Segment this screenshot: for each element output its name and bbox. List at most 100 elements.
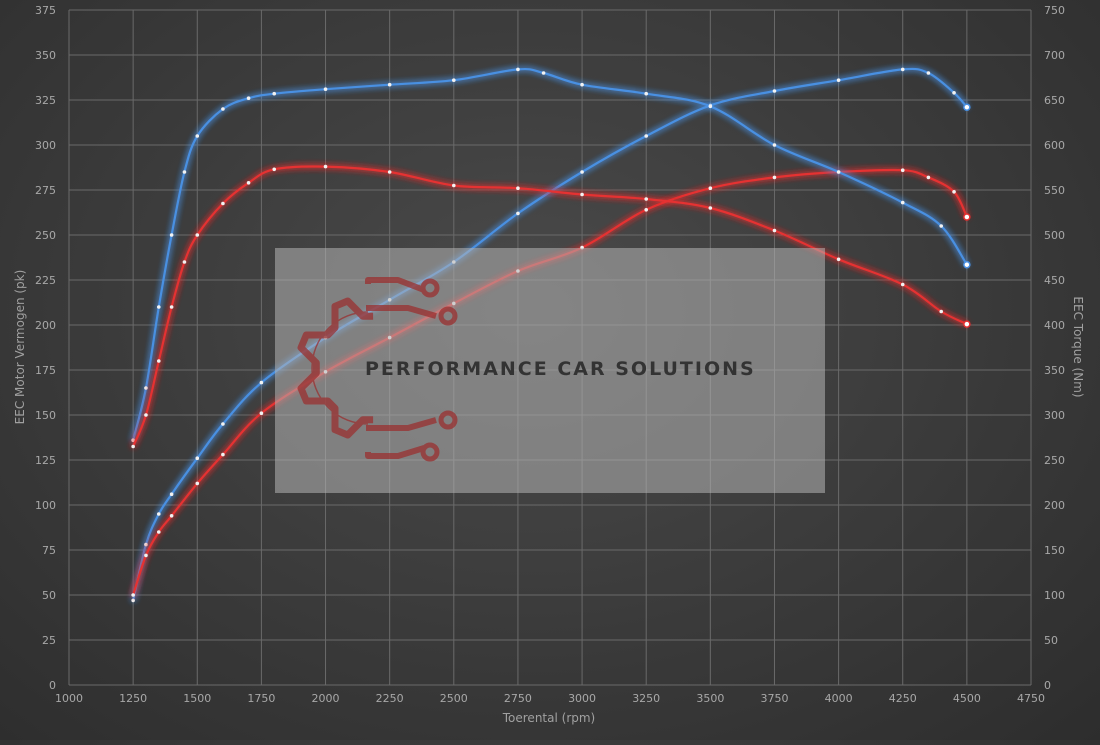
data-point	[221, 201, 225, 206]
y-right-tick-label: 400	[1044, 319, 1065, 332]
data-point	[900, 67, 905, 72]
y-left-tick-label: 175	[35, 364, 56, 377]
x-tick-label: 2000	[312, 692, 340, 705]
data-point	[900, 282, 905, 287]
y-left-tick-label: 50	[42, 589, 56, 602]
y-right-tick-label: 250	[1044, 454, 1065, 467]
y-left-tick-label: 300	[35, 139, 56, 152]
data-point	[387, 82, 392, 87]
gear-logo-icon	[297, 277, 458, 462]
data-point	[246, 96, 251, 100]
data-point	[708, 206, 713, 210]
data-point	[580, 170, 584, 174]
y-left-tick-label: 325	[35, 94, 56, 107]
end-point	[963, 260, 971, 269]
y-right-tick-label: 700	[1044, 49, 1065, 62]
data-point	[772, 228, 777, 233]
gear-outline	[297, 297, 374, 439]
y-right-tick-label: 100	[1044, 589, 1065, 602]
y-right-tick-label: 200	[1044, 499, 1065, 512]
data-point	[644, 197, 648, 201]
data-point	[708, 104, 713, 109]
data-point	[580, 82, 584, 87]
x-tick-label: 2500	[440, 692, 468, 705]
end-point	[963, 103, 971, 111]
y-left-tick-label: 275	[35, 184, 56, 197]
x-tick-label: 1750	[247, 692, 275, 705]
data-point	[272, 167, 277, 172]
data-point	[195, 134, 200, 138]
y-left-tick-label: 350	[35, 49, 56, 62]
data-point	[131, 444, 135, 449]
y-right-tick-label: 600	[1044, 139, 1065, 152]
data-point	[644, 91, 648, 96]
data-point	[952, 190, 956, 194]
data-point	[156, 359, 161, 363]
y-left-tick-label: 250	[35, 229, 56, 242]
y-left-tick-label: 200	[35, 319, 56, 332]
circuit-trace	[366, 417, 437, 431]
end-point	[963, 213, 971, 221]
data-point	[259, 380, 264, 385]
data-point	[323, 164, 328, 169]
data-point	[169, 514, 174, 518]
y-left-tick-label: 100	[35, 499, 56, 512]
data-point	[182, 170, 187, 174]
y-right-tick-label: 500	[1044, 229, 1065, 242]
data-point	[644, 134, 648, 138]
data-point	[156, 305, 161, 309]
y-axis-right-title: EEC Torque (Nm)	[1071, 296, 1085, 397]
data-point	[952, 91, 956, 95]
data-point	[772, 175, 777, 180]
data-point	[169, 492, 174, 497]
circuit-trace	[366, 305, 437, 319]
x-tick-label: 4000	[825, 692, 853, 705]
data-point	[221, 422, 225, 426]
y-left-tick-label: 0	[49, 679, 56, 692]
data-point	[452, 78, 456, 82]
data-point	[246, 181, 251, 185]
data-point	[939, 224, 944, 228]
series-group	[131, 67, 971, 443]
y-right-tick-label: 750	[1044, 4, 1065, 17]
circuit-node	[438, 306, 458, 326]
data-point	[131, 593, 135, 597]
data-point	[836, 257, 841, 262]
watermark: PERFORMANCE CAR SOLUTIONS	[275, 248, 825, 493]
y-axis-left-title: EEC Motor Vermogen (pk)	[13, 270, 27, 425]
x-tick-label: 3500	[696, 692, 724, 705]
data-point	[926, 71, 931, 75]
y-left-tick-label: 75	[42, 544, 56, 557]
end-point	[963, 320, 971, 328]
x-tick-label: 2750	[504, 692, 532, 705]
x-tick-label: 4250	[889, 692, 917, 705]
data-point	[516, 211, 520, 216]
data-point	[195, 481, 200, 486]
data-point	[156, 530, 161, 534]
series-line	[132, 67, 968, 602]
watermark-text: PERFORMANCE CAR SOLUTIONS	[365, 358, 756, 380]
x-tick-label: 2250	[376, 692, 404, 705]
x-tick-label: 3000	[568, 692, 596, 705]
data-point	[708, 186, 713, 190]
data-point	[195, 456, 200, 461]
data-point	[156, 512, 161, 516]
data-point	[836, 78, 841, 82]
data-point	[900, 168, 905, 172]
x-tick-label: 1000	[55, 692, 83, 705]
data-point	[387, 170, 392, 174]
data-point	[516, 67, 520, 72]
data-point	[144, 386, 148, 390]
data-point	[221, 452, 225, 457]
data-point	[580, 192, 584, 197]
y-right-tick-label: 650	[1044, 94, 1065, 107]
data-point	[939, 309, 944, 314]
data-point	[131, 598, 135, 603]
data-point	[169, 305, 174, 309]
inner-arc	[311, 311, 369, 425]
circuit-trace	[365, 445, 425, 459]
data-point	[516, 186, 520, 190]
y-left-tick-label: 225	[35, 274, 56, 287]
